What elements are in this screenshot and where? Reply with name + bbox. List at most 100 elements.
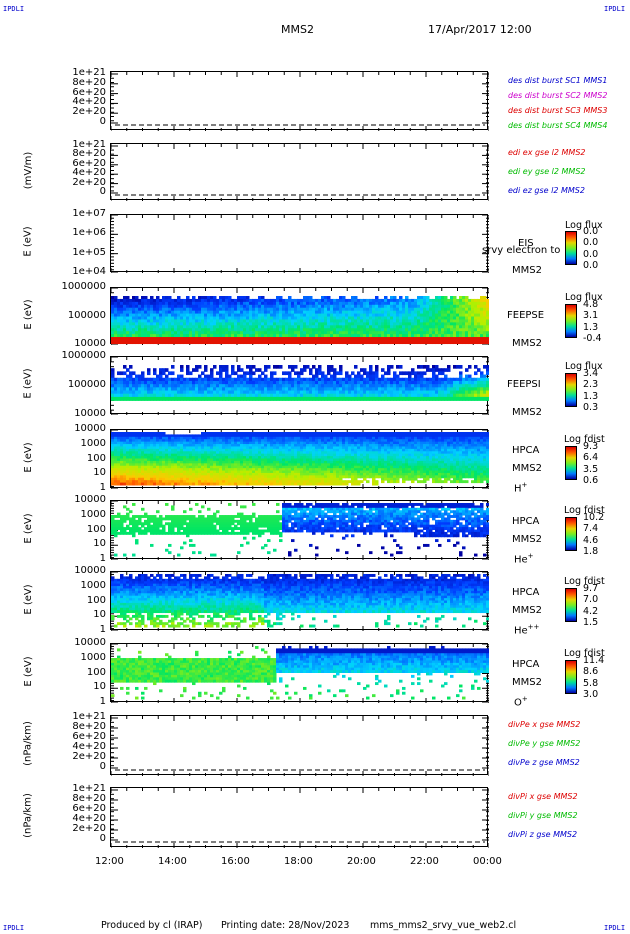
- instrument-label-feepsi: FEEPSI: [507, 379, 541, 390]
- x-tick-0: 12:00: [95, 856, 124, 867]
- instrument-label-hpca_h: HPCA: [512, 445, 540, 456]
- y-tick-eis-1: 1e+06: [72, 227, 106, 239]
- colorbar-tick-hpca_h-2: 3.5: [583, 463, 599, 475]
- corner-label-bl: IPDLI: [3, 924, 25, 932]
- legend-divpi-2: divPi z gse MMS2: [508, 830, 578, 839]
- y-axis-label-hpca_hepp: E (eV): [22, 583, 34, 615]
- colorbar-tick-hpca_he-2: 4.6: [583, 534, 599, 546]
- legend-divpe-0: divPe x gse MMS2: [508, 720, 581, 729]
- y-tick-hpca_he-2: 100: [86, 523, 106, 535]
- y-tick-divpi-1: 8e+20: [72, 793, 106, 804]
- y-tick-des_dist-5: 0: [99, 116, 106, 127]
- y-tick-divpe-1: 8e+20: [72, 721, 106, 732]
- heatmap-hpca_hepp: [111, 574, 489, 628]
- colorbar-hpca_he: [565, 517, 577, 551]
- sc-label-hpca_o: MMS2: [512, 677, 542, 688]
- y-tick-divpe-4: 2e+20: [72, 751, 106, 762]
- panel-edi: [110, 143, 489, 201]
- y-tick-eis-3: 1e+04: [72, 266, 106, 277]
- colorbar-hpca_hepp: [565, 588, 577, 622]
- heatmap-feepse: [111, 296, 489, 345]
- colorbar-tick-hpca_h-3: 0.6: [583, 475, 599, 486]
- panel-des_dist-plot: [111, 72, 489, 131]
- y-axis-label-feepse: E (eV): [22, 298, 34, 330]
- y-tick-divpe-3: 4e+20: [72, 741, 106, 752]
- panel-des_dist: [110, 71, 489, 131]
- x-tick-6: 00:00: [473, 856, 502, 867]
- colorbar-tick-eis-3: 0.0: [583, 260, 599, 271]
- species-charge: +: [521, 695, 528, 703]
- y-tick-edi-2: 6e+20: [72, 157, 106, 169]
- instrument-label-hpca_hepp: HPCA: [512, 587, 540, 598]
- y-tick-edi-0: 1e+21: [72, 139, 106, 150]
- colorbar-tick-feepsi-0: 3.4: [583, 368, 599, 379]
- colorbar-tick-feepsi-3: 0.3: [583, 402, 599, 413]
- panel-feepsi-plot: [111, 357, 489, 415]
- species-label-hpca_o: O+: [514, 695, 528, 708]
- colorbar-title-hpca_o: Log fdist: [564, 648, 605, 659]
- y-tick-des_dist-0: 1e+21: [72, 67, 106, 78]
- y-tick-hpca_o-3: 10: [93, 681, 106, 693]
- footer-filename: mms_mms2_srvy_vue_web2.cl: [370, 920, 517, 931]
- y-tick-divpi-0: 1e+21: [72, 783, 106, 794]
- y-tick-des_dist-2: 6e+20: [72, 86, 106, 98]
- y-axis-label-hpca_o: E (eV): [22, 655, 34, 687]
- colorbar-title-eis: Log flux: [565, 220, 603, 231]
- y-tick-edi-1: 8e+20: [72, 148, 106, 160]
- y-tick-divpe-0: 1e+21: [72, 711, 106, 722]
- colorbar-tick-hpca_hepp-2: 4.2: [583, 605, 599, 617]
- y-tick-divpi-3: 4e+20: [72, 813, 106, 824]
- legend-des_dist-3: des dist burst SC4 MMS4: [508, 121, 608, 130]
- y-tick-hpca_he-1: 1000: [80, 508, 106, 520]
- panel-eis: [110, 214, 489, 273]
- panel-hpca_h-plot: [111, 430, 489, 489]
- legend-des_dist-2: des dist burst SC3 MMS3: [508, 106, 608, 115]
- y-tick-hpca_hepp-4: 1: [99, 624, 106, 635]
- species-charge: ++: [527, 623, 540, 631]
- colorbar-title-hpca_he: Log fdist: [564, 505, 605, 516]
- y-tick-divpe-5: 0: [99, 761, 106, 772]
- x-tick-4: 20:00: [347, 856, 376, 867]
- corner-label-tl: IPDLI: [3, 5, 25, 13]
- corner-label-tr: IPDLI: [604, 5, 626, 13]
- colorbar-tick-hpca_o-2: 5.8: [583, 677, 599, 689]
- panel-hpca_hepp: [110, 571, 489, 631]
- panel-divpe: [110, 715, 489, 776]
- mission-title: MMS2: [281, 23, 314, 36]
- heatmap-hpca_o: [111, 646, 489, 700]
- colorbar-tick-eis-0: 0.0: [583, 226, 599, 237]
- colorbar-tick-hpca_he-0: 10.2: [583, 512, 605, 523]
- sc-label-feepsi: MMS2: [512, 407, 542, 418]
- y-tick-des_dist-1: 8e+20: [72, 76, 106, 88]
- panel-divpe-plot: [111, 716, 489, 776]
- legend-edi-2: edi ez gse l2 MMS2: [508, 186, 585, 195]
- colorbar-tick-hpca_hepp-1: 7.0: [583, 594, 599, 606]
- legend-des_dist-0: des dist burst SC1 MMS1: [508, 76, 608, 85]
- y-tick-des_dist-3: 4e+20: [72, 96, 106, 108]
- instrument-label-hpca_o: HPCA: [512, 659, 540, 670]
- y-axis-label-edi: (mV/m): [22, 151, 34, 189]
- panel-hpca_o: [110, 643, 489, 703]
- panel-divpi-plot: [111, 788, 489, 848]
- y-tick-feepse-0: 1000000: [61, 281, 106, 292]
- species-label-hpca_hepp: He++: [514, 623, 539, 636]
- footer-printing-date: Printing date: 28/Nov/2023: [221, 920, 350, 931]
- y-axis-label-eis: E (eV): [22, 226, 34, 257]
- legend-divpi-1: divPi y gse MMS2: [508, 811, 578, 820]
- y-tick-feepsi-2: 10000: [74, 408, 106, 419]
- colorbar-title-hpca_h: Log fdist: [564, 434, 605, 445]
- y-tick-eis-2: 1e+05: [72, 246, 106, 258]
- y-tick-feepse-1: 100000: [67, 309, 106, 321]
- y-tick-feepsi-1: 100000: [67, 379, 106, 390]
- colorbar-feepse: [565, 304, 577, 338]
- y-tick-hpca_he-3: 10: [93, 538, 106, 550]
- colorbar-tick-feepse-1: 3.1: [583, 310, 599, 322]
- x-tick-3: 18:00: [284, 856, 313, 867]
- y-tick-edi-4: 2e+20: [72, 176, 106, 188]
- colorbar-tick-hpca_hepp-3: 1.5: [583, 617, 599, 628]
- colorbar-tick-hpca_he-1: 7.4: [583, 523, 599, 535]
- panel-feepse-plot: [111, 288, 489, 345]
- heatmap-feepsi: [111, 365, 489, 401]
- panel-divpi: [110, 787, 489, 848]
- panel-hpca_he-plot: [111, 501, 489, 560]
